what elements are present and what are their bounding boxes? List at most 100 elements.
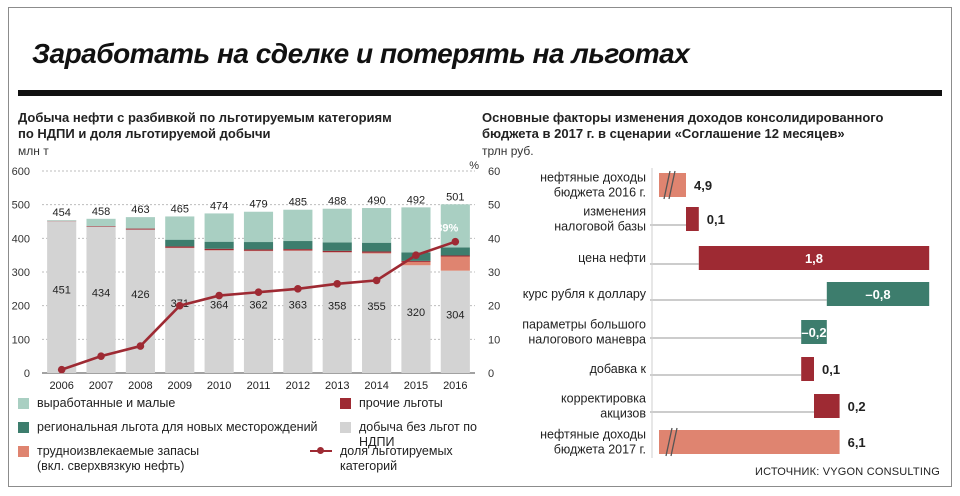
bar-segment-hard <box>362 252 392 254</box>
bar-value-label: 434 <box>92 288 110 300</box>
bar-value-label: 320 <box>407 307 425 319</box>
bar-segment-worked-out <box>322 208 352 243</box>
waterfall-category-label: налоговой базы <box>554 220 646 234</box>
y2-tick-label: 20 <box>488 301 500 313</box>
legend-swatch-hard <box>18 446 29 457</box>
source-note: ИСТОЧНИК: VYGON CONSULTING <box>754 466 940 478</box>
bar-segment-regional <box>283 241 313 250</box>
bar-value-label: 363 <box>289 300 307 312</box>
waterfall-bar <box>659 430 840 454</box>
bar-segment-worked-out <box>243 211 274 243</box>
share-line-point <box>254 288 263 297</box>
x-tick-label: 2007 <box>89 380 113 392</box>
y-tick-label: 200 <box>12 301 30 313</box>
waterfall-category-label: курс рубля к доллару <box>523 287 647 301</box>
waterfall-category-label: добавка к <box>590 362 647 376</box>
share-line-point <box>412 251 420 259</box>
bar-segment-regional <box>322 242 352 251</box>
bar-segment-regional <box>440 247 470 256</box>
right-chart-title-line1: Основные факторы изменения доходов консо… <box>482 110 884 125</box>
legend-swatch-other <box>340 398 351 409</box>
x-tick-label: 2014 <box>364 380 388 392</box>
axis-break-mark <box>665 427 673 457</box>
bar-segment-other <box>165 246 195 248</box>
bar-segment-worked-out <box>362 208 392 243</box>
right-chart-unit: трлн руб. <box>482 144 534 158</box>
share-line-point <box>294 285 302 293</box>
waterfall-category-label: нефтяные доходы <box>540 171 646 185</box>
waterfall-bar <box>826 282 930 306</box>
y2-tick-label: 40 <box>488 233 500 245</box>
bar-total-label: 488 <box>328 196 346 208</box>
share-last-label: 39% <box>436 223 458 235</box>
bar-segment-other <box>401 260 431 262</box>
left-chart-title-line2: по НДПИ и доля льготируемой добычи <box>18 126 271 141</box>
left-chart-unit: млн т <box>18 144 49 158</box>
legend-label-other: прочие льготы <box>359 396 443 410</box>
waterfall-category-label: нефтяные доходы <box>540 428 646 442</box>
bar-segment-no-benefit <box>440 270 470 373</box>
bar-segment-regional <box>243 242 274 250</box>
bar-value-label: 451 <box>53 285 71 297</box>
bar-segment-hard <box>440 256 470 271</box>
bar-segment-no-benefit <box>204 250 234 373</box>
waterfall-bar <box>801 357 814 381</box>
share-line-point <box>97 352 105 360</box>
axis-break-mark <box>670 427 678 457</box>
right-chart-title: Основные факторы изменения доходов консо… <box>482 110 884 142</box>
legend-label-hard: трудноизвлекаемые запасы (вкл. сверхвязк… <box>37 444 199 474</box>
bar-segment-worked-out <box>204 213 234 242</box>
bar-segment-other <box>86 226 116 227</box>
y-tick-label: 300 <box>12 267 30 279</box>
bar-segment-other <box>204 248 234 251</box>
bar-segment-other <box>125 228 155 230</box>
legend-swatch-share-line <box>310 444 332 455</box>
waterfall-category-label: налогового маневра <box>528 333 646 347</box>
bar-total-label: 492 <box>407 194 425 206</box>
bar-total-label: 465 <box>171 203 189 215</box>
legend-swatch-worked-out <box>18 398 29 409</box>
waterfall-value-label: 0,2 <box>848 399 866 414</box>
x-tick-label: 2006 <box>49 380 73 392</box>
waterfall-category-label: изменения <box>583 205 646 219</box>
legend-label-regional: региональная льгота для новых месторожде… <box>37 420 318 434</box>
share-line-point <box>372 276 381 285</box>
waterfall-category-label: цена нефти <box>578 251 646 265</box>
legend-item-share-line: доля льготируемых категорий <box>310 444 488 474</box>
legend-item-other: прочие льготы <box>340 396 443 411</box>
share-line-point <box>175 301 184 310</box>
left-chart-title: Добыча нефти с разбивкой по льготируемым… <box>18 110 392 142</box>
y2-tick-label: 0 <box>488 368 494 380</box>
bar-total-label: 463 <box>131 204 149 216</box>
bar-segment-worked-out <box>165 216 195 240</box>
production-chart: 0 100 200 300 400 500 600 0 10 20 30 40 50 60% 451 454 2… <box>12 160 500 392</box>
bar-segment-no-benefit <box>165 248 195 373</box>
axis-break-mark <box>663 170 671 200</box>
legend-item-no-benefit: добыча без льгот по НДПИ <box>340 420 488 450</box>
bar-segment-other <box>322 250 352 253</box>
y2-tick-label: 60 <box>488 166 500 178</box>
waterfall-category-label: акцизов <box>600 407 646 421</box>
y2-tick-label: 50 <box>488 200 500 212</box>
legend-label-share-line: доля льготируемых категорий <box>340 444 453 473</box>
waterfall-value-label: –0,2 <box>801 325 826 340</box>
y2-tick-label: 30 <box>488 267 500 279</box>
right-chart-title-line2: бюджета в 2017 г. в сценарии «Соглашение… <box>482 126 845 141</box>
waterfall-category-label: бюджета 2017 г. <box>554 443 646 457</box>
figure-frame <box>8 7 952 487</box>
bar-value-label: 362 <box>249 300 267 312</box>
legend-swatch-no-benefit <box>340 422 351 433</box>
x-tick-label: 2012 <box>286 380 310 392</box>
bar-total-label: 474 <box>210 200 228 212</box>
chart-legend: выработанные и малые прочие льготы регио… <box>18 392 488 474</box>
bar-segment-worked-out <box>47 220 77 221</box>
bar-value-label: 358 <box>328 300 346 312</box>
x-tick-label: 2015 <box>404 380 428 392</box>
x-tick-label: 2009 <box>168 380 192 392</box>
bar-segment-other <box>362 251 392 253</box>
waterfall-category-label: бюджета 2016 г. <box>554 186 646 200</box>
x-tick-label: 2016 <box>443 380 467 392</box>
bar-total-label: 490 <box>367 195 385 207</box>
legend-item-hard: трудноизвлекаемые запасы (вкл. сверхвязк… <box>18 444 199 474</box>
